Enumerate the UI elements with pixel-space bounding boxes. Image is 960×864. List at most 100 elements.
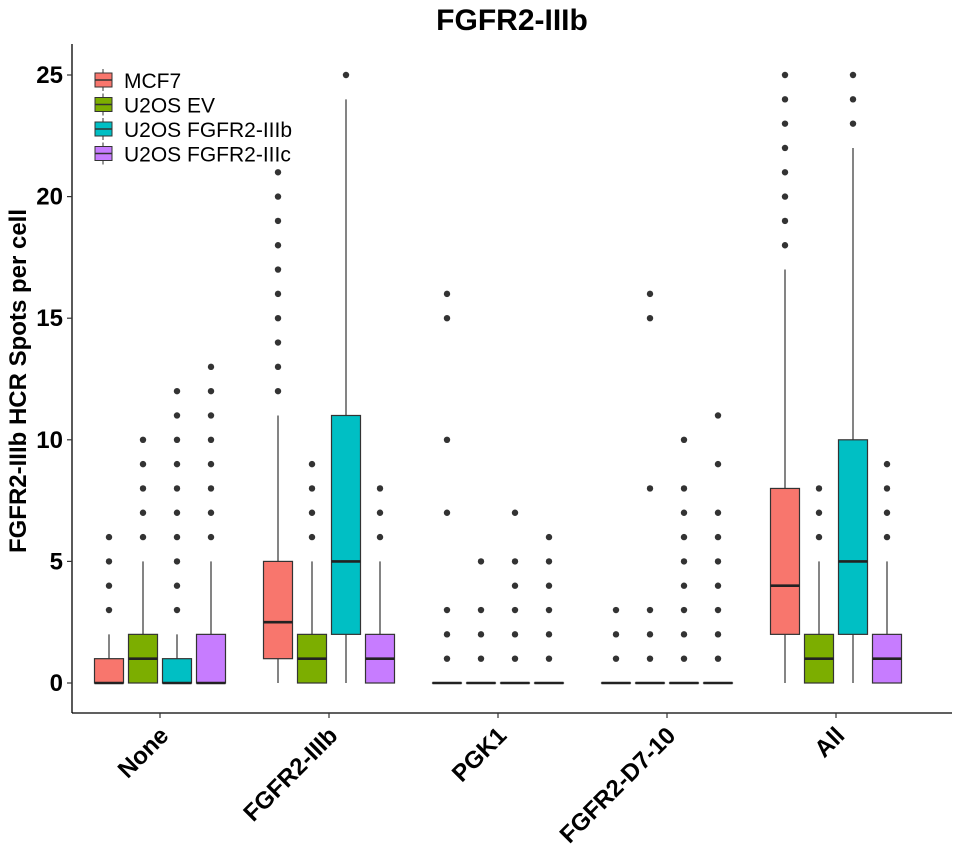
box-2-3 xyxy=(668,436,700,685)
box-1-4 xyxy=(803,485,835,684)
box-3-1 xyxy=(364,485,396,684)
outlier-point xyxy=(173,606,181,614)
outlier-point xyxy=(646,485,654,492)
box-0-2 xyxy=(431,290,463,685)
outlier-point xyxy=(342,71,350,79)
outlier-point xyxy=(849,71,857,79)
y-axis-label: FGFR2-IIIb HCR Spots per cell xyxy=(5,209,32,553)
box-1-3 xyxy=(634,290,666,685)
outlier-point xyxy=(207,387,215,395)
outlier-point xyxy=(376,533,384,541)
legend-label: U2OS EV xyxy=(124,95,215,118)
outlier-point xyxy=(815,509,823,516)
legend-item-2: U2OS FGFR2-IIIb xyxy=(94,118,292,142)
outlier-point xyxy=(646,631,654,638)
outlier-point xyxy=(781,193,789,200)
outlier-point xyxy=(680,655,688,662)
outlier-point xyxy=(714,509,722,516)
box-0-0 xyxy=(93,533,125,685)
outlier-point xyxy=(173,485,181,492)
box-1-0 xyxy=(127,436,159,684)
x-tick-label: PGK1 xyxy=(447,722,512,787)
outlier-point xyxy=(207,363,215,371)
outlier-point xyxy=(207,436,215,443)
outlier-point xyxy=(173,533,181,541)
outlier-point xyxy=(545,582,553,589)
outlier-point xyxy=(714,558,722,565)
outlier-point xyxy=(443,315,451,322)
outlier-point xyxy=(781,242,789,249)
outlier-point xyxy=(714,533,722,541)
y-tick-label: 20 xyxy=(36,184,63,211)
y-tick-label: 10 xyxy=(36,427,63,454)
box-0-4 xyxy=(769,71,801,683)
outlier-point xyxy=(443,655,451,662)
legend-label: U2OS FGFR2-IIIb xyxy=(124,119,292,142)
box-3-3 xyxy=(702,412,734,685)
y-tick-label: 5 xyxy=(50,548,63,575)
box-body xyxy=(262,560,294,660)
outlier-point xyxy=(105,582,113,589)
outlier-point xyxy=(274,217,282,225)
outlier-point xyxy=(714,412,722,419)
outlier-point xyxy=(612,655,620,662)
x-tick-label: FGFR2-IIIb xyxy=(238,722,343,827)
outlier-point xyxy=(511,631,519,638)
outlier-point xyxy=(714,606,722,614)
outlier-point xyxy=(511,582,519,589)
outlier-point xyxy=(207,485,215,492)
outlier-point xyxy=(511,509,519,516)
outlier-point xyxy=(511,606,519,614)
outlier-point xyxy=(443,631,451,638)
box-body xyxy=(93,658,125,684)
outlier-point xyxy=(680,606,688,614)
box-2-2 xyxy=(499,509,531,685)
outlier-point xyxy=(173,558,181,565)
x-tick-label: None xyxy=(113,722,175,784)
outlier-point xyxy=(376,509,384,516)
outlier-point xyxy=(680,436,688,443)
outlier-point xyxy=(511,655,519,662)
outlier-point xyxy=(207,460,215,468)
outlier-point xyxy=(612,631,620,638)
outlier-point xyxy=(477,606,485,614)
legend-item-1: U2OS EV xyxy=(94,93,215,118)
outlier-point xyxy=(883,533,891,541)
outlier-point xyxy=(849,96,857,103)
box-1-1 xyxy=(296,460,328,684)
box-0-3 xyxy=(600,606,632,685)
outlier-point xyxy=(477,655,485,662)
outlier-point xyxy=(443,509,451,516)
outlier-point xyxy=(545,631,553,638)
outlier-point xyxy=(173,460,181,468)
outlier-point xyxy=(646,315,654,322)
outlier-point xyxy=(883,460,891,468)
legend-label: MCF7 xyxy=(124,70,181,93)
outlier-point xyxy=(139,460,147,468)
outlier-point xyxy=(274,387,282,395)
outlier-point xyxy=(376,485,384,492)
outlier-point xyxy=(274,290,282,298)
outlier-point xyxy=(511,558,519,565)
legend-item-0: MCF7 xyxy=(94,69,181,93)
outlier-point xyxy=(308,533,316,541)
outlier-point xyxy=(646,290,654,298)
outlier-point xyxy=(105,558,113,565)
box-0-1 xyxy=(262,169,294,683)
outlier-point xyxy=(207,412,215,419)
box-2-0 xyxy=(161,387,193,685)
box-body xyxy=(769,487,801,635)
outlier-point xyxy=(308,509,316,516)
outlier-point xyxy=(545,655,553,662)
outlier-point xyxy=(477,558,485,565)
plot-area xyxy=(93,71,903,685)
outlier-point xyxy=(443,436,451,443)
outlier-point xyxy=(274,266,282,273)
outlier-point xyxy=(139,509,147,516)
outlier-point xyxy=(545,558,553,565)
outlier-point xyxy=(274,169,282,176)
outlier-point xyxy=(173,436,181,443)
outlier-point xyxy=(680,582,688,589)
legend-item-3: U2OS FGFR2-IIIc xyxy=(94,142,291,167)
